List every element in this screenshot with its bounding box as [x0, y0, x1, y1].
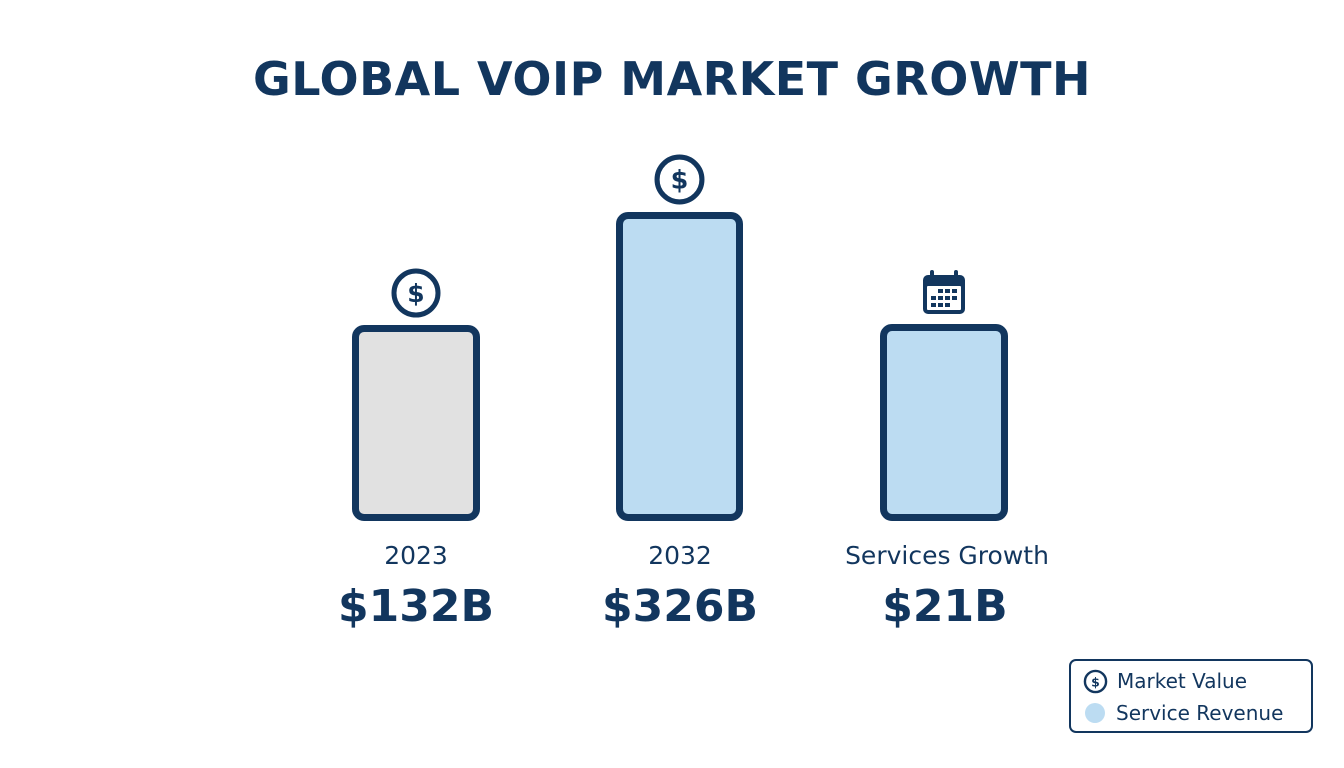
legend: $ Market Value Service Revenue [1069, 659, 1313, 733]
chart-title: GLOBAL VOIP MARKET GROWTH [253, 52, 1091, 106]
value-label-services-growth: $21B [882, 581, 1008, 632]
light-blue-dot-icon [1085, 703, 1105, 723]
category-label-2023: 2023 [384, 541, 448, 570]
bar-services-growth [880, 324, 1008, 521]
value-label-2023: $132B [338, 581, 494, 632]
legend-item-service-revenue: Service Revenue [1083, 700, 1283, 726]
category-label-services-growth: Services Growth [845, 541, 1049, 570]
value-label-2032: $326B [602, 581, 758, 632]
legend-label-market-value: Market Value [1117, 669, 1248, 693]
bar-2023 [352, 325, 480, 521]
svg-text:$: $ [407, 279, 424, 308]
dollar-circle-icon: $ [654, 154, 705, 205]
calendar-icon [923, 270, 965, 314]
legend-item-market-value: $ Market Value [1083, 668, 1247, 694]
legend-label-service-revenue: Service Revenue [1116, 701, 1284, 725]
dollar-circle-icon: $ [1083, 669, 1108, 693]
bar-2032 [616, 212, 743, 521]
category-label-2032: 2032 [648, 541, 712, 570]
svg-text:$: $ [671, 166, 689, 196]
svg-text:$: $ [1091, 674, 1100, 689]
dollar-circle-icon: $ [391, 268, 441, 318]
